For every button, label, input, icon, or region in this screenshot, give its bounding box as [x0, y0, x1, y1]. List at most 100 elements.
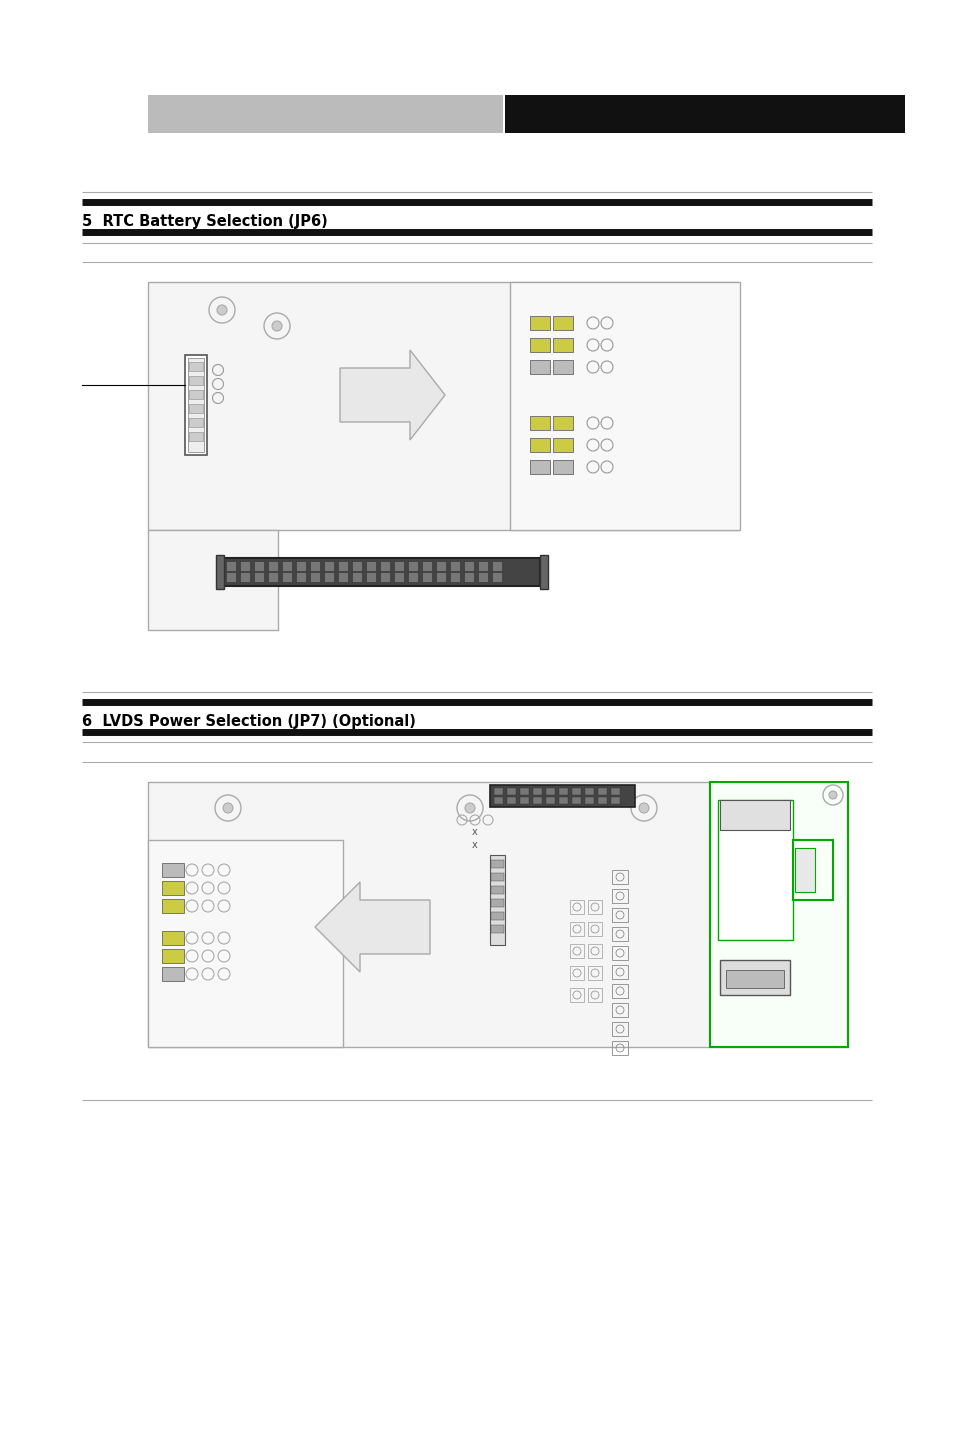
Bar	[477, 561, 488, 571]
Bar	[530, 416, 550, 430]
Bar	[450, 572, 459, 582]
Bar	[379, 561, 390, 571]
Bar	[226, 561, 235, 571]
Bar	[366, 561, 375, 571]
Bar	[366, 572, 375, 582]
Bar	[408, 561, 417, 571]
Bar	[530, 338, 550, 351]
Bar	[725, 969, 783, 988]
Bar	[162, 967, 184, 981]
Bar	[569, 901, 583, 913]
Bar	[490, 855, 504, 945]
Polygon shape	[314, 882, 430, 972]
Bar	[584, 797, 594, 804]
Bar	[533, 789, 541, 794]
Bar	[310, 572, 319, 582]
Bar	[718, 800, 792, 941]
Bar	[324, 572, 334, 582]
Bar	[530, 315, 550, 330]
Bar	[268, 561, 277, 571]
Bar	[612, 870, 627, 883]
Bar	[226, 572, 235, 582]
Bar	[612, 1002, 627, 1017]
Bar	[491, 899, 503, 906]
Circle shape	[216, 305, 227, 315]
Bar	[612, 889, 627, 903]
Bar	[553, 460, 573, 475]
Bar	[282, 572, 292, 582]
Bar	[379, 572, 390, 582]
Bar	[569, 944, 583, 958]
Bar	[189, 404, 203, 413]
Bar	[436, 561, 446, 571]
Polygon shape	[339, 350, 444, 440]
Bar	[519, 789, 529, 794]
Bar	[610, 789, 619, 794]
Bar	[612, 1022, 627, 1035]
Bar	[491, 925, 503, 934]
Bar	[553, 416, 573, 430]
Bar	[463, 561, 474, 571]
Bar	[491, 873, 503, 880]
Bar	[324, 561, 334, 571]
Bar	[189, 390, 203, 399]
Bar	[421, 561, 432, 571]
Bar	[162, 880, 184, 895]
Bar	[598, 797, 606, 804]
Bar	[553, 437, 573, 452]
Bar	[558, 789, 567, 794]
Bar	[188, 358, 204, 452]
Bar	[612, 908, 627, 922]
Bar	[463, 572, 474, 582]
Bar	[148, 531, 277, 630]
Circle shape	[639, 803, 648, 813]
Bar	[506, 789, 516, 794]
Bar	[569, 922, 583, 936]
Bar	[506, 797, 516, 804]
Bar	[295, 572, 306, 582]
Bar	[792, 840, 832, 901]
Bar	[162, 949, 184, 964]
Bar	[253, 561, 264, 571]
Bar	[352, 572, 361, 582]
Bar	[553, 360, 573, 374]
Bar	[394, 572, 403, 582]
Bar	[587, 967, 601, 979]
Bar	[530, 460, 550, 475]
Bar	[162, 931, 184, 945]
Bar	[612, 926, 627, 941]
Bar	[310, 561, 319, 571]
Bar	[220, 558, 539, 587]
Bar	[709, 782, 847, 1047]
Bar	[408, 572, 417, 582]
Bar	[587, 944, 601, 958]
Bar	[530, 360, 550, 374]
Bar	[253, 572, 264, 582]
Bar	[295, 561, 306, 571]
Bar	[492, 572, 501, 582]
Bar	[148, 95, 502, 133]
Bar	[189, 432, 203, 442]
Bar	[553, 315, 573, 330]
Bar	[189, 361, 203, 371]
Bar	[477, 572, 488, 582]
Bar	[587, 922, 601, 936]
Bar	[598, 789, 606, 794]
Bar	[587, 901, 601, 913]
Bar	[240, 572, 250, 582]
Bar	[162, 899, 184, 913]
Bar	[337, 561, 348, 571]
Bar	[189, 417, 203, 427]
Bar	[569, 988, 583, 1002]
Bar	[612, 946, 627, 959]
Bar	[519, 797, 529, 804]
Bar	[492, 561, 501, 571]
Circle shape	[464, 803, 475, 813]
Bar	[491, 912, 503, 921]
Bar	[720, 800, 789, 830]
Bar	[794, 847, 814, 892]
Bar	[189, 376, 203, 384]
Bar	[148, 840, 343, 1047]
Text: x: x	[472, 827, 477, 837]
Bar	[558, 797, 567, 804]
